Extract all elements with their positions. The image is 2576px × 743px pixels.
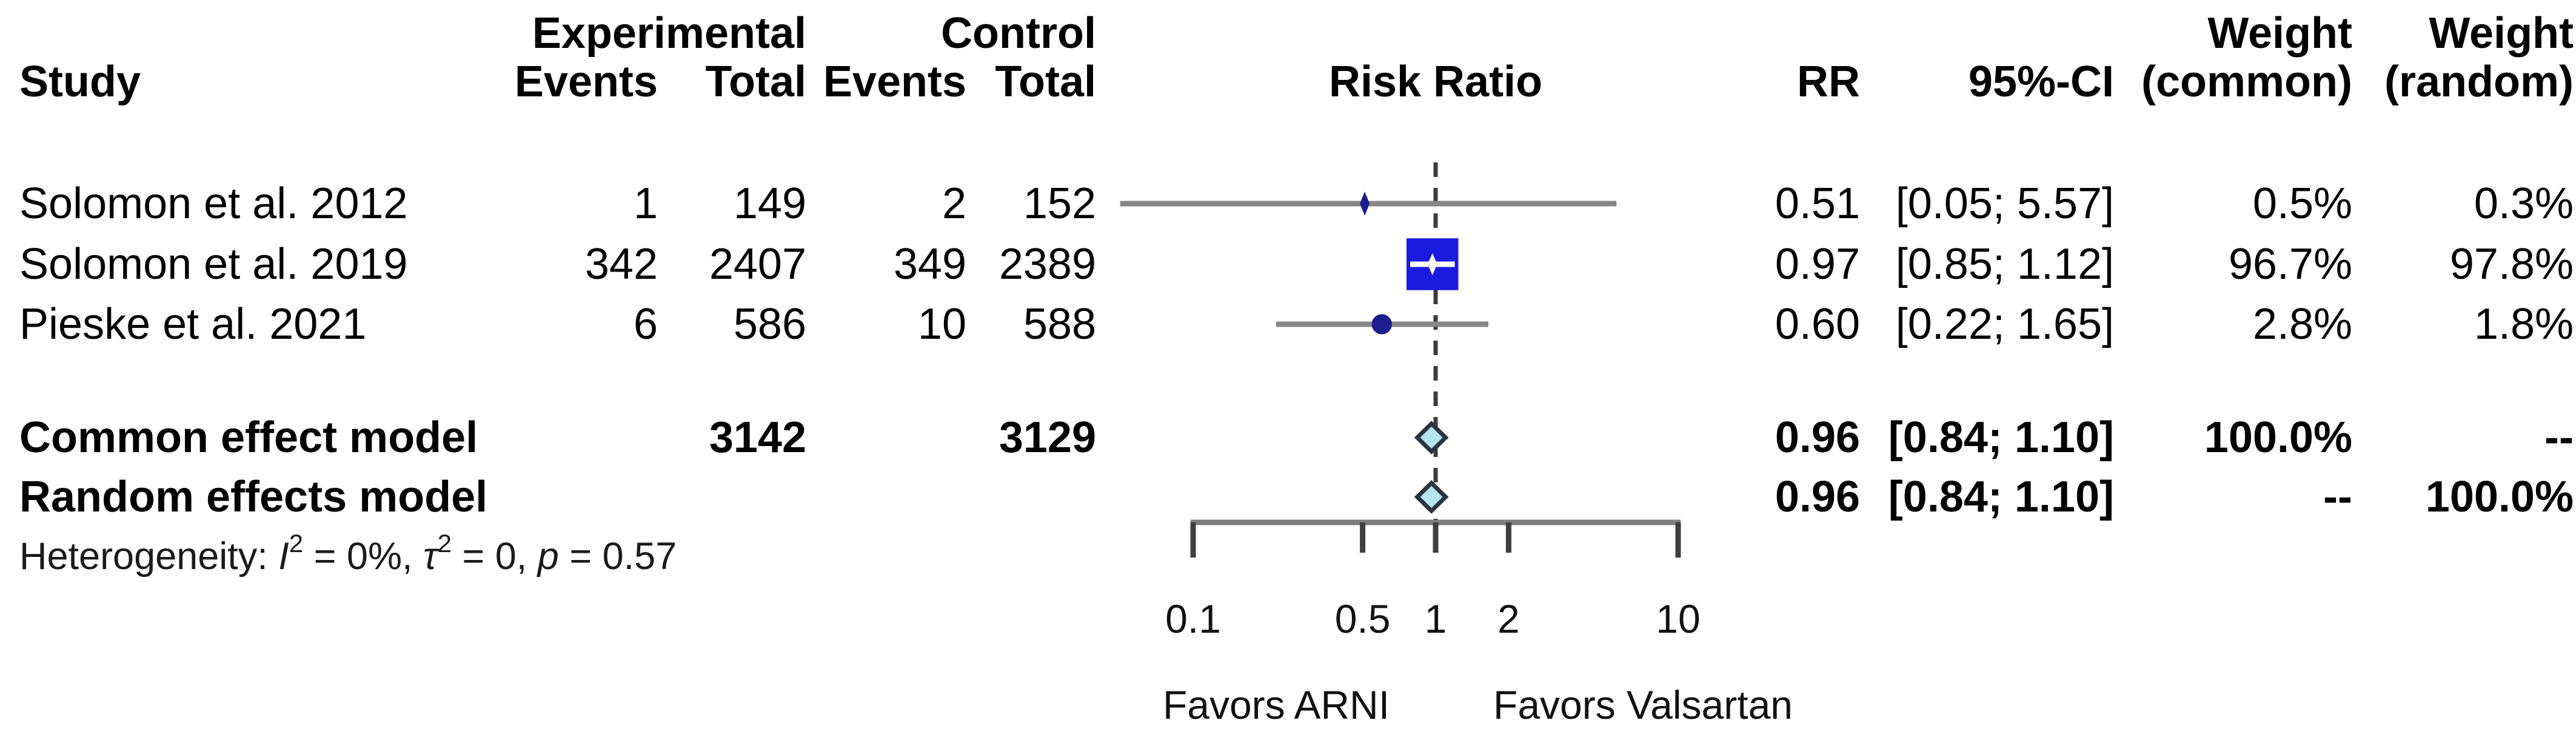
header-risk-ratio: Risk Ratio [1328, 58, 1543, 106]
weight-random-value: 0.3% [2474, 179, 2574, 228]
weight-square-marker [1406, 238, 1459, 290]
axis-tick-label: 0.1 [1165, 596, 1221, 641]
het-seg3: = 0.57 [558, 535, 677, 578]
study-name: Solomon et al. 2019 [19, 240, 408, 288]
exp-events-value: 6 [633, 300, 658, 348]
ctrl-events-value: 10 [917, 300, 966, 348]
square-center-diamond [1427, 253, 1437, 275]
ctrl-total-value: 3129 [999, 413, 1096, 462]
header-rr: RR [1797, 58, 1860, 106]
weight-common-value: 0.5% [2252, 179, 2352, 228]
model-label: Random effects model [19, 473, 488, 521]
header-experimental: Experimental [532, 9, 806, 58]
rr-value: 0.97 [1775, 240, 1860, 288]
het-i-symbol: I [278, 535, 289, 578]
header-study: Study [19, 58, 141, 106]
exp-total-value: 149 [733, 179, 806, 228]
favors-left-label: Favors ARNI [1163, 682, 1390, 727]
weight-common-value: 2.8% [2252, 300, 2352, 348]
ci-value: [0.84; 1.10] [1888, 473, 2114, 521]
ctrl-total-value: 152 [1023, 179, 1096, 228]
model-label: Common effect model [19, 413, 478, 462]
ci-value: [0.85; 1.12] [1895, 240, 2114, 288]
weight-random-value: 1.8% [2474, 300, 2574, 348]
ci-value: [0.22; 1.65] [1895, 300, 2114, 348]
exp-total-value: 586 [733, 300, 806, 348]
header-weight-random-top: Weight [2429, 9, 2574, 58]
summary-diamond [1414, 480, 1449, 514]
point-marker [1360, 192, 1370, 216]
header-weight-common: (common) [2141, 58, 2352, 106]
exp-events-value: 342 [584, 240, 658, 288]
exp-events-value: 1 [633, 179, 658, 228]
weight-random-value: 97.8% [2449, 240, 2574, 288]
axis-tick-label: 2 [1497, 596, 1520, 641]
exp-total-value: 3142 [709, 413, 806, 462]
header-ctrl-total: Total [995, 58, 1096, 106]
weight-common-value: 96.7% [2228, 240, 2352, 288]
summary-diamond [1414, 421, 1449, 455]
rr-value: 0.60 [1775, 300, 1860, 348]
favors-right-label: Favors Valsartan [1493, 682, 1793, 727]
ctrl-total-value: 2389 [999, 240, 1096, 288]
study-name: Pieske et al. 2021 [19, 300, 367, 348]
het-tau-sup: 2 [437, 529, 452, 558]
header-ci: 95%-CI [1968, 58, 2114, 106]
ci-value: [0.84; 1.10] [1888, 413, 2114, 462]
header-ctrl-events: Events [823, 58, 966, 106]
weight-random-value: -- [2544, 413, 2574, 462]
weight-common-value: -- [2323, 473, 2352, 521]
het-p-symbol: p [537, 535, 559, 578]
header-weight-random: (random) [2384, 58, 2574, 106]
het-seg2: = 0, [451, 535, 538, 578]
header-exp-total: Total [705, 58, 806, 106]
point-marker [1371, 314, 1392, 335]
ctrl-events-value: 349 [893, 240, 966, 288]
weight-common-value: 100.0% [2204, 413, 2352, 462]
study-name: Solomon et al. 2012 [19, 179, 408, 228]
header-weight-common-top: Weight [2207, 9, 2352, 58]
exp-total-value: 2407 [709, 240, 806, 288]
rr-value: 0.51 [1775, 179, 1860, 228]
rr-value: 0.96 [1775, 413, 1860, 462]
het-prefix: Heterogeneity: [19, 535, 279, 578]
axis-tick-label: 0.5 [1335, 596, 1391, 641]
rr-value: 0.96 [1775, 473, 1860, 521]
axis-tick-label: 10 [1656, 596, 1700, 641]
het-i-sup: 2 [289, 529, 304, 558]
weight-random-value: 100.0% [2425, 473, 2574, 521]
ctrl-events-value: 2 [942, 179, 966, 228]
header-control: Control [941, 9, 1096, 58]
ctrl-total-value: 588 [1023, 300, 1096, 348]
ci-value: [0.05; 5.57] [1895, 179, 2114, 228]
het-seg1: = 0%, [303, 535, 423, 578]
header-exp-events: Events [514, 58, 658, 106]
heterogeneity-note: Heterogeneity: I2 = 0%, τ2 = 0, p = 0.57 [19, 526, 677, 587]
axis-tick-label: 1 [1425, 596, 1447, 641]
het-tau-symbol: τ [423, 535, 438, 578]
